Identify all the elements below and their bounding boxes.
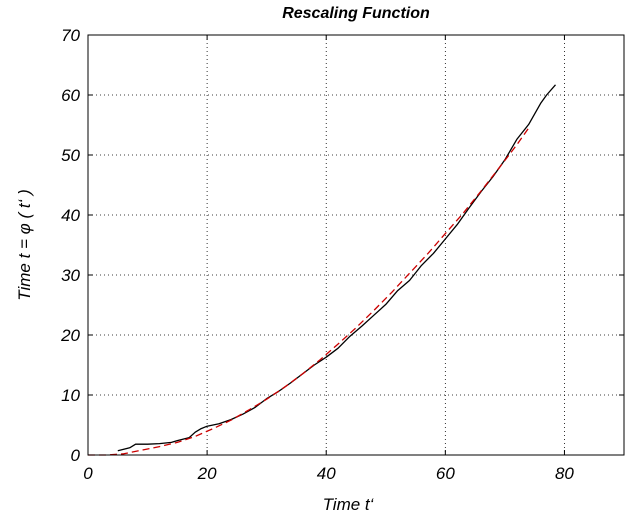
y-tick-label: 70 xyxy=(61,26,80,45)
y-axis-label: Time t = φ ( t‘ ) xyxy=(15,189,34,301)
plot-area xyxy=(88,84,556,456)
y-tick-label: 30 xyxy=(61,266,80,285)
y-tick-label: 50 xyxy=(61,146,80,165)
grid xyxy=(88,35,624,455)
axis-ticks: 0 20 40 60 80 0 10 20 30 40 50 60 70 xyxy=(60,26,624,483)
y-tick-label: 20 xyxy=(60,326,80,345)
solid-series-line xyxy=(117,84,556,452)
x-axis-label: Time t‘ xyxy=(323,495,375,514)
x-tick-label: 60 xyxy=(436,464,455,483)
x-tick-label: 0 xyxy=(83,464,93,483)
y-tick-label: 10 xyxy=(61,386,80,405)
y-tick-label: 40 xyxy=(61,206,80,225)
dashed-series-line xyxy=(88,127,530,456)
y-tick-label: 0 xyxy=(71,446,81,465)
axes-frame xyxy=(87,34,625,456)
x-tick-label: 20 xyxy=(197,464,217,483)
chart-title: Rescaling Function xyxy=(282,5,430,22)
y-tick-label: 60 xyxy=(61,86,80,105)
x-tick-label: 80 xyxy=(555,464,574,483)
x-tick-label: 40 xyxy=(317,464,336,483)
